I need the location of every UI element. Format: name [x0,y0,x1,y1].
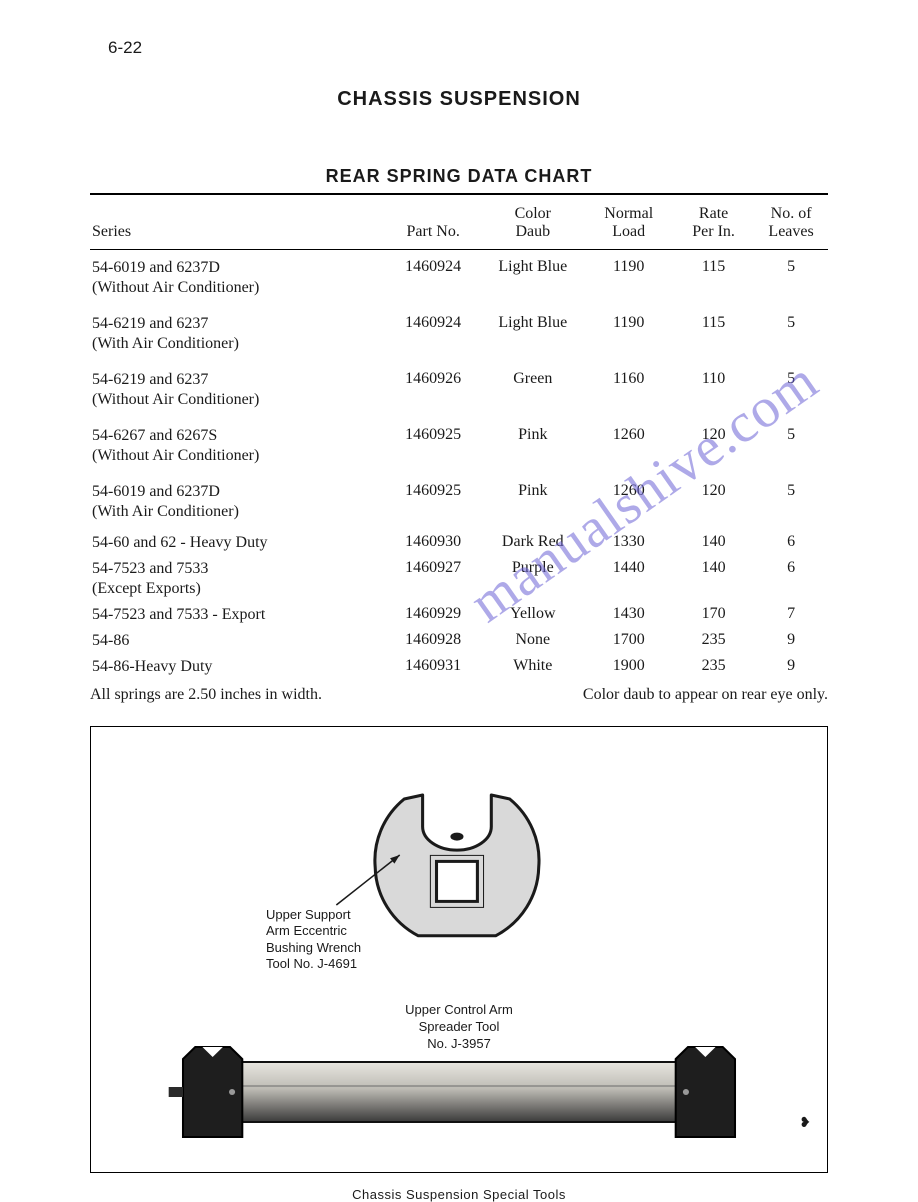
table-cell: 120 [673,418,754,474]
table-cell: 5 [754,306,828,362]
table-cell: 110 [673,362,754,418]
table-cell: Pink [481,418,584,474]
table-cell: White [481,654,584,680]
table-cell: 1190 [584,250,673,307]
table-cell: Yellow [481,602,584,628]
table-cell: 1460931 [385,654,481,680]
table-cell: 115 [673,306,754,362]
table-cell: Light Blue [481,306,584,362]
table-footnotes: All springs are 2.50 inches in width. Co… [90,686,828,704]
manual-page: 6-22 CHASSIS SUSPENSION REAR SPRING DATA… [0,0,918,1187]
table-cell: 1260 [584,418,673,474]
table-row: 54-60 and 62 - Heavy Duty1460930Dark Red… [90,530,828,556]
table-cell: 1260 [584,474,673,530]
table-cell: 5 [754,418,828,474]
table-cell: 5 [754,250,828,307]
table-cell: 1460924 [385,250,481,307]
page-number: 6-22 [108,38,828,58]
table-header-cell: Rate Per In. [673,194,754,250]
table-cell: 1190 [584,306,673,362]
table-cell: 1460925 [385,418,481,474]
table-cell: 1460929 [385,602,481,628]
table-cell: 1460930 [385,530,481,556]
table-cell: 5 [754,362,828,418]
footnote-right: Color daub to appear on rear eye only. [583,686,828,704]
section-title: CHASSIS SUSPENSION [90,88,828,111]
table-header-cell: No. of Leaves [754,194,828,250]
table-cell: 54-6219 and 6237 (Without Air Conditione… [90,362,385,418]
table-cell: 1430 [584,602,673,628]
table-cell: 54-60 and 62 - Heavy Duty [90,530,385,556]
table-cell: 1160 [584,362,673,418]
table-cell: 9 [754,654,828,680]
footnote-left: All springs are 2.50 inches in width. [90,686,322,704]
table-cell: 1460927 [385,556,481,602]
table-cell: 1900 [584,654,673,680]
table-header-cell: Normal Load [584,194,673,250]
table-cell: 235 [673,654,754,680]
tools-figure: Upper SupportArm EccentricBushing Wrench… [90,726,828,1173]
table-cell: 7 [754,602,828,628]
spring-data-table: SeriesPart No.Color DaubNormal LoadRate … [90,193,828,680]
table-header-row: SeriesPart No.Color DaubNormal LoadRate … [90,194,828,250]
table-cell: 120 [673,474,754,530]
table-header-cell: Series [90,194,385,250]
table-cell: Pink [481,474,584,530]
spreader-label: Upper Control ArmSpreader ToolNo. J-3957 [91,1002,827,1053]
table-row: 54-6267 and 6267S (Without Air Condition… [90,418,828,474]
wrench-label: Upper SupportArm EccentricBushing Wrench… [266,907,406,972]
table-cell: 1460925 [385,474,481,530]
table-row: 54-6019 and 6237D (With Air Conditioner)… [90,474,828,530]
table-cell: 235 [673,628,754,654]
table-cell: Green [481,362,584,418]
table-header-cell: Color Daub [481,194,584,250]
table-cell: 170 [673,602,754,628]
table-cell: 54-86 [90,628,385,654]
table-row: 54-861460928None17002359 [90,628,828,654]
table-cell: 54-86-Heavy Duty [90,654,385,680]
table-cell: 1460926 [385,362,481,418]
table-row: 54-86-Heavy Duty1460931White19002359 [90,654,828,680]
table-cell: Dark Red [481,530,584,556]
table-cell: 1460924 [385,306,481,362]
table-cell: Light Blue [481,250,584,307]
table-cell: 54-7523 and 7533 (Except Exports) [90,556,385,602]
corner-caret-icon: ❥ [799,1115,811,1132]
table-cell: 54-7523 and 7533 - Export [90,602,385,628]
table-cell: 54-6019 and 6237D (With Air Conditioner) [90,474,385,530]
table-cell: 5 [754,474,828,530]
table-cell: 6 [754,556,828,602]
table-cell: 1700 [584,628,673,654]
table-cell: 54-6019 and 6237D (Without Air Condition… [90,250,385,307]
table-row: 54-6219 and 6237 (With Air Conditioner)1… [90,306,828,362]
table-cell: 54-6219 and 6237 (With Air Conditioner) [90,306,385,362]
table-cell: 1440 [584,556,673,602]
table-cell: 140 [673,530,754,556]
table-cell: 1330 [584,530,673,556]
table-cell: 54-6267 and 6267S (Without Air Condition… [90,418,385,474]
table-cell: 140 [673,556,754,602]
tools-svg [91,727,827,1172]
chart-title: REAR SPRING DATA CHART [90,166,828,187]
table-cell: 115 [673,250,754,307]
table-cell: 1460928 [385,628,481,654]
table-cell: Purple [481,556,584,602]
table-row: 54-6019 and 6237D (Without Air Condition… [90,250,828,307]
table-cell: None [481,628,584,654]
table-cell: 9 [754,628,828,654]
table-header-cell: Part No. [385,194,481,250]
table-cell: 6 [754,530,828,556]
table-row: 54-6219 and 6237 (Without Air Conditione… [90,362,828,418]
table-row: 54-7523 and 7533 (Except Exports)1460927… [90,556,828,602]
table-row: 54-7523 and 7533 - Export1460929Yellow14… [90,602,828,628]
figure-caption: Chassis Suspension Special Tools [90,1187,828,1202]
